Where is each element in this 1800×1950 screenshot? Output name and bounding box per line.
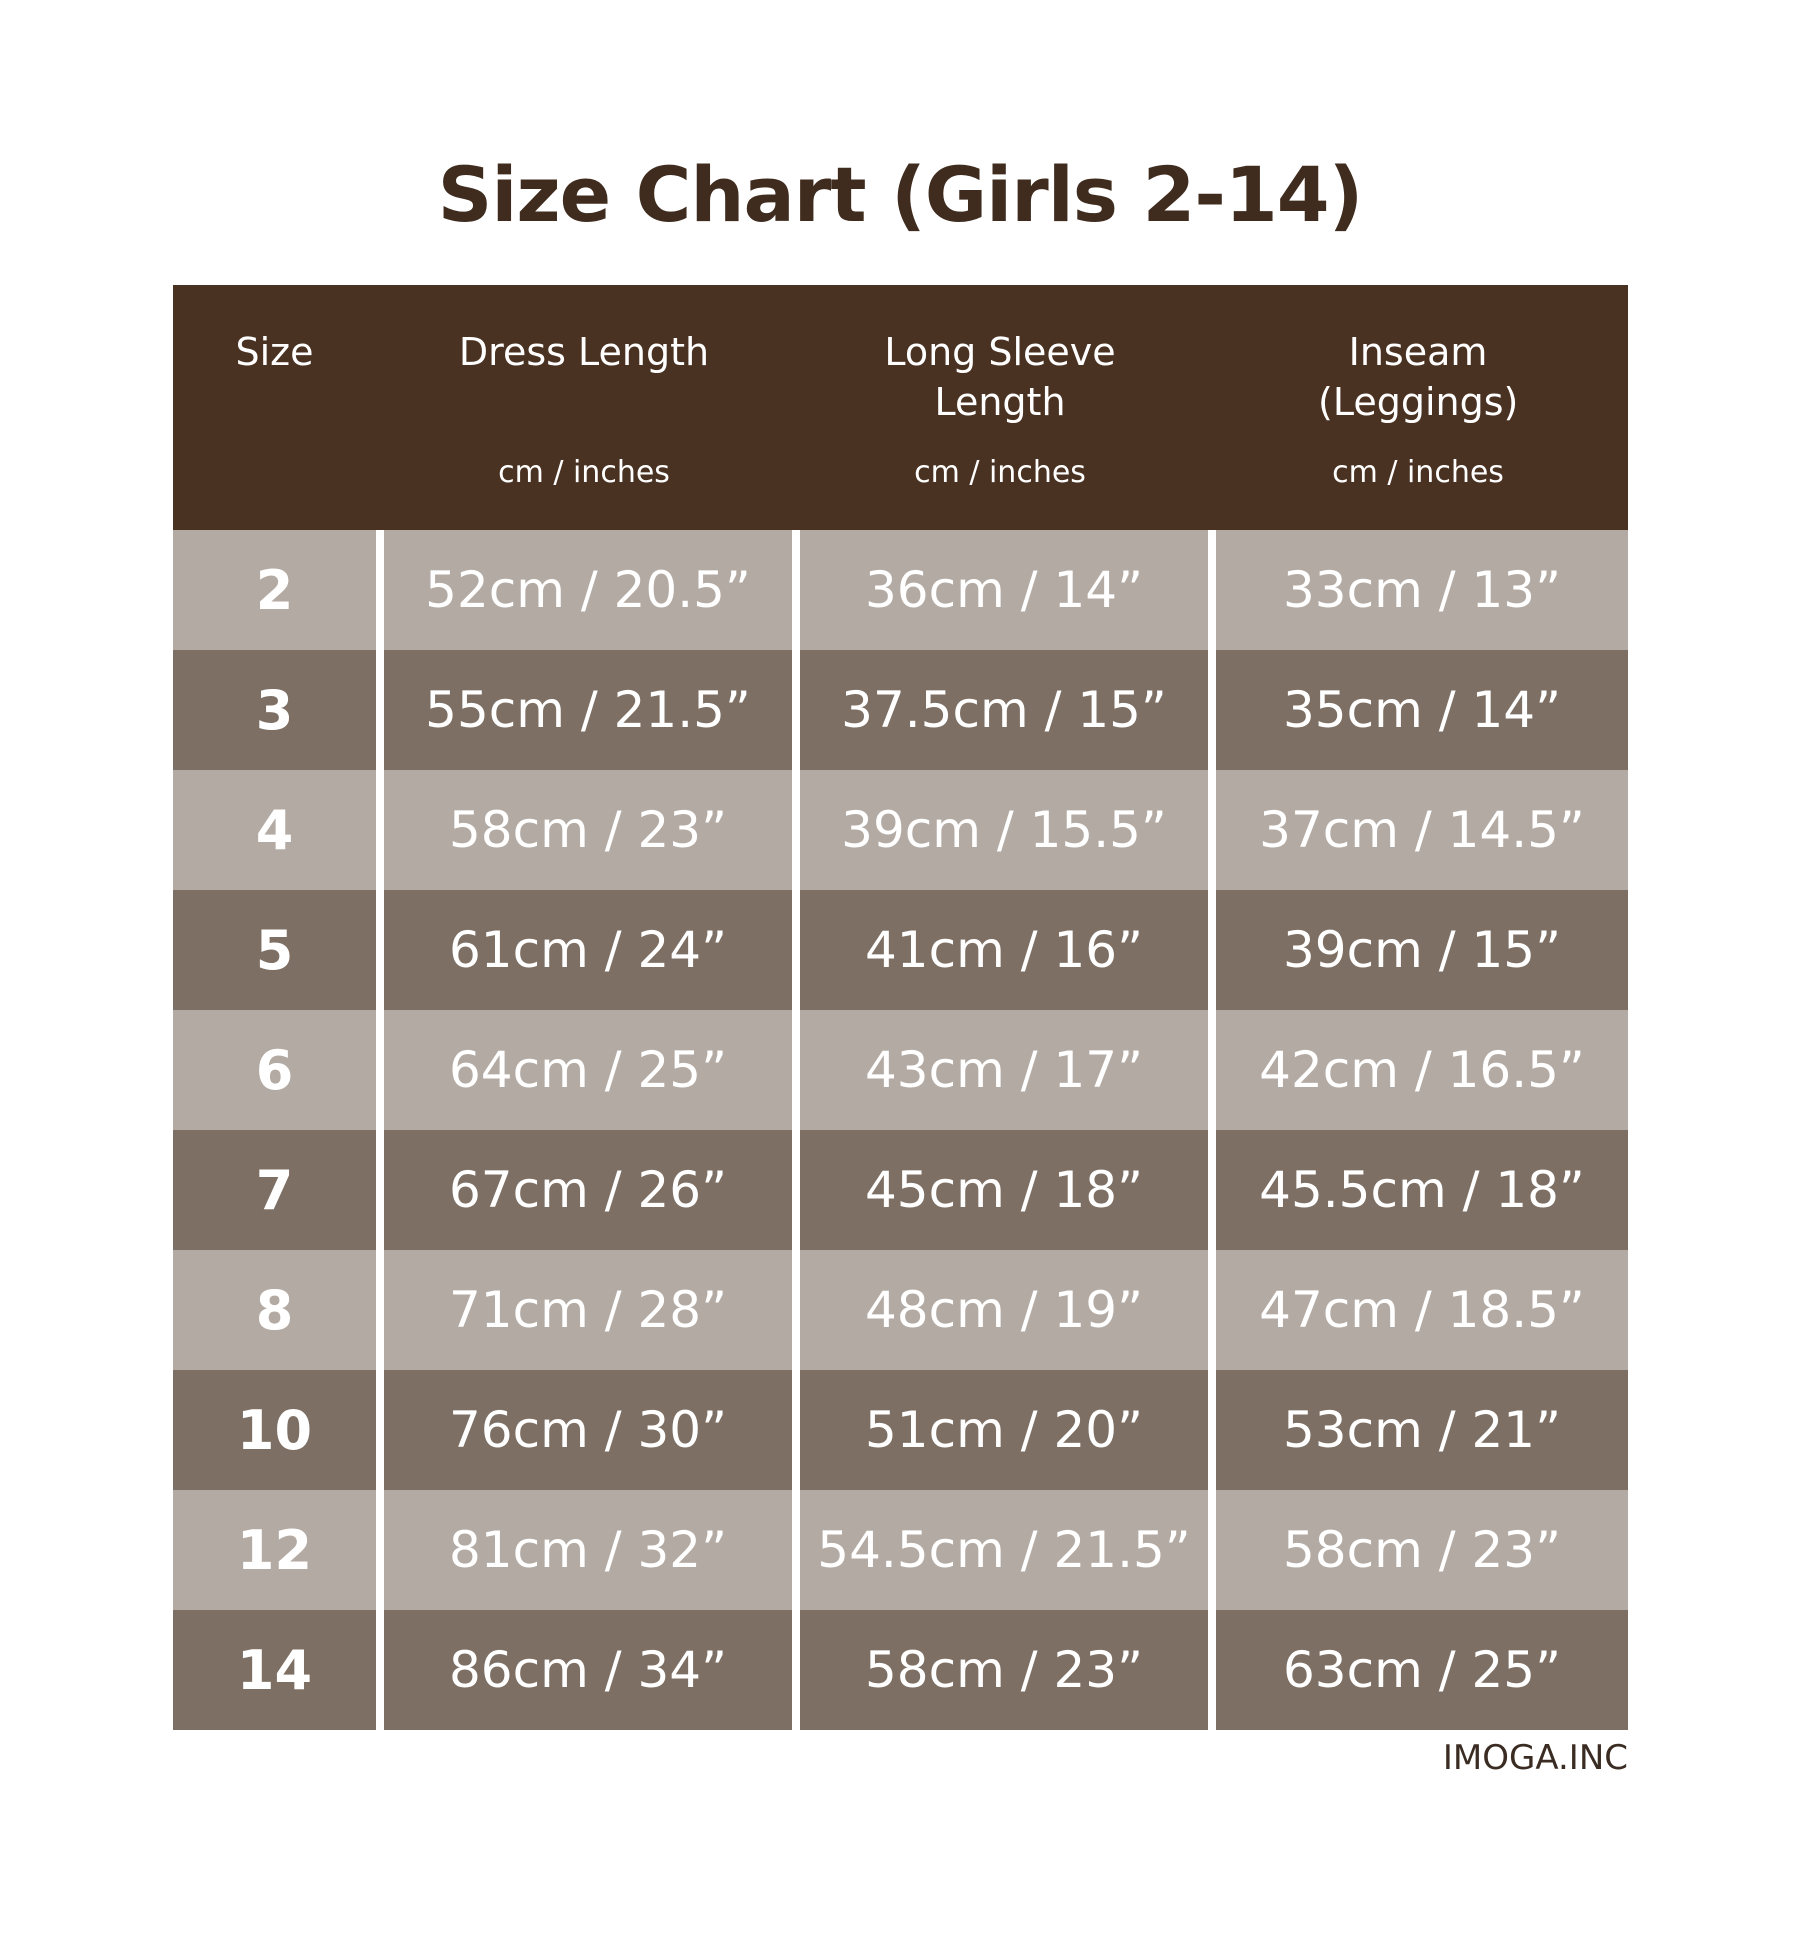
size-cell: 2 xyxy=(173,530,376,650)
size-cell: 14 xyxy=(173,1610,376,1730)
measurement-cell: 45.5cm / 18” xyxy=(1208,1130,1628,1250)
table-row: 7 67cm / 26” 45cm / 18” 45.5cm / 18” xyxy=(173,1130,1628,1250)
measurement-cell: 53cm / 21” xyxy=(1208,1370,1628,1490)
measurement-cell: 71cm / 28” xyxy=(376,1250,792,1370)
measurement-cell: 47cm / 18.5” xyxy=(1208,1250,1628,1370)
size-cell: 8 xyxy=(173,1250,376,1370)
measurement-cell: 58cm / 23” xyxy=(792,1610,1208,1730)
measurement-cell: 61cm / 24” xyxy=(376,890,792,1010)
size-cell: 3 xyxy=(173,650,376,770)
measurement-cell: 43cm / 17” xyxy=(792,1010,1208,1130)
size-cell: 7 xyxy=(173,1130,376,1250)
measurement-cell: 39cm / 15.5” xyxy=(792,770,1208,890)
measurement-cell: 48cm / 19” xyxy=(792,1250,1208,1370)
size-cell: 5 xyxy=(173,890,376,1010)
header-dress-length: Dress Length cm / inches xyxy=(376,285,792,530)
size-cell: 4 xyxy=(173,770,376,890)
measurement-cell: 63cm / 25” xyxy=(1208,1610,1628,1730)
measurement-cell: 64cm / 25” xyxy=(376,1010,792,1130)
size-cell: 6 xyxy=(173,1010,376,1130)
table-header: Size Dress Length cm / inches Long Sleev… xyxy=(173,285,1628,530)
header-label: Long Sleeve Length xyxy=(884,330,1116,424)
table-row: 12 81cm / 32” 54.5cm / 21.5” 58cm / 23” xyxy=(173,1490,1628,1610)
measurement-cell: 58cm / 23” xyxy=(1208,1490,1628,1610)
table-body: 2 52cm / 20.5” 36cm / 14” 33cm / 13” 3 55cm /… xyxy=(173,530,1628,1730)
measurement-cell: 81cm / 32” xyxy=(376,1490,792,1610)
table-row: 5 61cm / 24” 41cm / 16” 39cm / 15” xyxy=(173,890,1628,1010)
header-unit: cm / inches xyxy=(498,455,670,490)
brand-footer: IMOGA.INC xyxy=(1442,1738,1628,1778)
measurement-cell: 67cm / 26” xyxy=(376,1130,792,1250)
header-unit: cm / inches xyxy=(1332,455,1504,490)
header-label: Inseam (Leggings) xyxy=(1318,330,1519,424)
measurement-cell: 33cm / 13” xyxy=(1208,530,1628,650)
size-cell: 12 xyxy=(173,1490,376,1610)
measurement-cell: 54.5cm / 21.5” xyxy=(792,1490,1208,1610)
measurement-cell: 52cm / 20.5” xyxy=(376,530,792,650)
measurement-cell: 39cm / 15” xyxy=(1208,890,1628,1010)
measurement-cell: 58cm / 23” xyxy=(376,770,792,890)
header-label: Size xyxy=(235,330,314,374)
measurement-cell: 86cm / 34” xyxy=(376,1610,792,1730)
measurement-cell: 55cm / 21.5” xyxy=(376,650,792,770)
header-inseam: Inseam (Leggings) cm / inches xyxy=(1208,285,1628,530)
measurement-cell: 35cm / 14” xyxy=(1208,650,1628,770)
table-row: 6 64cm / 25” 43cm / 17” 42cm / 16.5” xyxy=(173,1010,1628,1130)
measurement-cell: 42cm / 16.5” xyxy=(1208,1010,1628,1130)
header-size: Size xyxy=(173,285,376,530)
page-title: Size Chart (Girls 2-14) xyxy=(437,150,1364,239)
measurement-cell: 37.5cm / 15” xyxy=(792,650,1208,770)
measurement-cell: 76cm / 30” xyxy=(376,1370,792,1490)
table-row: 3 55cm / 21.5” 37.5cm / 15” 35cm / 14” xyxy=(173,650,1628,770)
table-row: 14 86cm / 34” 58cm / 23” 63cm / 25” xyxy=(173,1610,1628,1730)
table-row: 8 71cm / 28” 48cm / 19” 47cm / 18.5” xyxy=(173,1250,1628,1370)
table-row: 2 52cm / 20.5” 36cm / 14” 33cm / 13” xyxy=(173,530,1628,650)
header-unit: cm / inches xyxy=(914,455,1086,490)
size-chart-table: Size Dress Length cm / inches Long Sleev… xyxy=(173,285,1628,1730)
measurement-cell: 45cm / 18” xyxy=(792,1130,1208,1250)
size-cell: 10 xyxy=(173,1370,376,1490)
measurement-cell: 36cm / 14” xyxy=(792,530,1208,650)
measurement-cell: 41cm / 16” xyxy=(792,890,1208,1010)
header-long-sleeve-length: Long Sleeve Length cm / inches xyxy=(792,285,1208,530)
measurement-cell: 51cm / 20” xyxy=(792,1370,1208,1490)
table-row: 10 76cm / 30” 51cm / 20” 53cm / 21” xyxy=(173,1370,1628,1490)
table-row: 4 58cm / 23” 39cm / 15.5” 37cm / 14.5” xyxy=(173,770,1628,890)
measurement-cell: 37cm / 14.5” xyxy=(1208,770,1628,890)
header-label: Dress Length xyxy=(458,330,710,374)
